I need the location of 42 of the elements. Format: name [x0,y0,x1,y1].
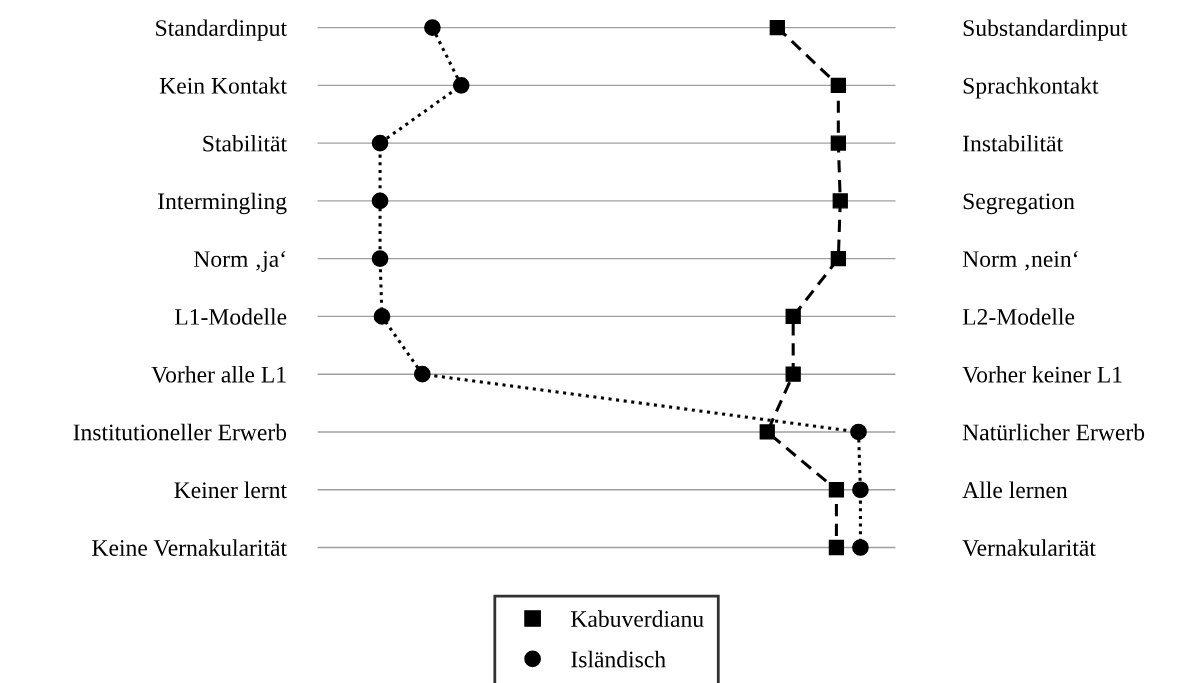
y2-tick-label: Sprachkontakt [963,77,1099,99]
y-tick-label: Institutioneller Erwerb [73,423,287,441]
y-tick-label: L1-Modelle [174,308,287,325]
legend-label: Isländisch [571,650,666,668]
y-tick-label: Keine Vernakularität [92,539,287,557]
point [452,77,470,94]
point [832,193,848,209]
y2-tick-label: Instabilität [963,134,1064,152]
y-tick-label: Intermingling [158,192,287,215]
y2-tick-label: Substandardinput [963,19,1128,41]
y-tick-label: Vorher alle L1 [151,366,286,383]
point [830,135,846,151]
point [413,365,431,383]
point [371,250,389,267]
point [830,77,846,93]
y2-tick-label: Vernakularität [962,539,1096,557]
point [769,19,785,36]
y2-tick-label: Segregation [963,193,1075,215]
point [830,251,846,267]
point [852,481,869,499]
point [852,539,869,556]
point [371,134,389,152]
y2-tick-label: Alle lernen [962,481,1068,499]
y-tick-label: Norm ‚ja‘ [193,251,285,272]
y-tick-label: Standardinput [156,19,287,41]
y-tick-label: Keiner lernt [174,481,287,499]
point [373,308,391,325]
point [371,192,389,210]
y2-tick-label: Vorher keiner L1 [962,366,1122,383]
legend-label: Kabuverdianu [571,610,704,627]
y2-tick-label: L2-Modelle [962,308,1075,325]
point [828,539,845,556]
y2-tick-label: Natürlicher Erwerb [962,423,1145,441]
point [850,423,867,441]
y-tick-label: Kein Kontakt [159,77,287,94]
y-tick-label: Stabilität [203,134,287,152]
point [828,482,845,498]
point [785,308,801,325]
point [424,19,441,36]
point [785,366,801,382]
y2-tick-label: Norm ‚nein‘ [962,251,1078,271]
point [759,424,775,440]
